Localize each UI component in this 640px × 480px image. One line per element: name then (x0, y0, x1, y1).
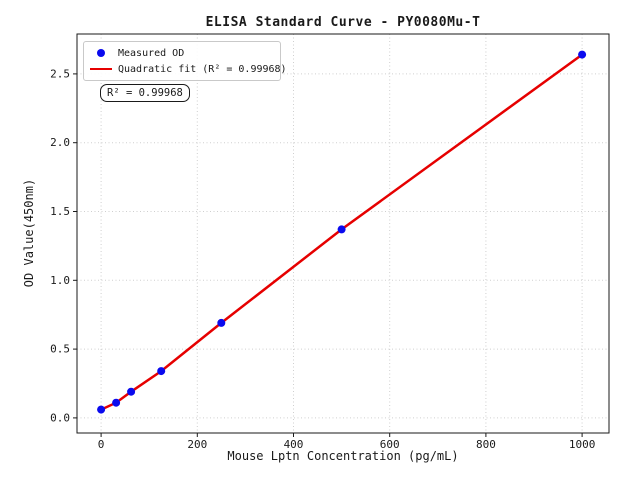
x-tick-label: 800 (476, 438, 496, 451)
legend-label-quadratic-fit: Quadratic fit (R² = 0.99968) (118, 63, 287, 75)
data-point (97, 405, 106, 414)
y-tick-label: 1.5 (50, 205, 70, 218)
legend-item-measured-od: Measured OD (84, 45, 274, 61)
quadratic-fit-marker-icon (90, 67, 112, 71)
legend-label-measured-od: Measured OD (118, 47, 185, 59)
x-axis-label: Mouse Lptn Concentration (pg/mL) (227, 449, 459, 463)
r-squared-annotation: R² = 0.99968 (100, 84, 190, 102)
y-axis-label: OD Value(450nm) (22, 178, 36, 288)
data-point (127, 387, 136, 396)
y-tick-label: 2.5 (50, 67, 70, 80)
legend-item-quadratic-fit: Quadratic fit (R² = 0.99968) (84, 61, 287, 77)
measured-od-marker-icon (97, 49, 105, 57)
x-tick-label: 400 (284, 438, 304, 451)
plot-frame (76, 33, 610, 434)
y-tick-label: 2.0 (50, 136, 70, 149)
data-point (578, 50, 587, 59)
data-point (157, 367, 166, 376)
y-tick-label: 1.0 (50, 274, 70, 287)
x-tick-label: 0 (98, 438, 105, 451)
x-tick-label: 1000 (569, 438, 596, 451)
x-tick-label: 200 (187, 438, 207, 451)
x-tick-label: 600 (380, 438, 400, 451)
y-tick-label: 0.0 (50, 411, 70, 424)
chart-title: ELISA Standard Curve - PY0080Mu-T (205, 15, 481, 30)
data-point (337, 225, 346, 234)
data-point (217, 318, 226, 327)
legend: Measured OD Quadratic fit (R² = 0.99968) (83, 41, 287, 81)
y-tick-label: 0.5 (50, 343, 70, 356)
data-point (112, 398, 121, 407)
